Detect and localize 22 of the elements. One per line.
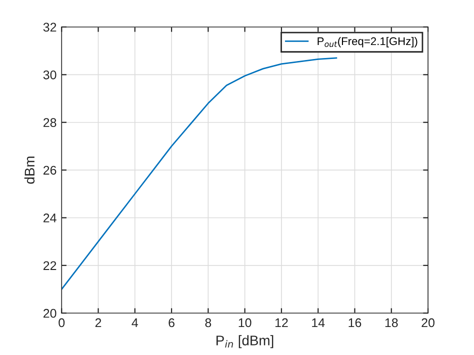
y-tick-label: 24 [43,214,56,222]
x-tick-label: 6 [168,318,174,328]
x-tick-label: 10 [238,318,252,328]
y-tick-label: 20 [43,308,56,318]
x-tick-label: 12 [275,318,288,328]
x-tick-label: 2 [95,318,102,328]
x-tick-label: 16 [348,318,362,328]
x-tick-label: 8 [205,318,212,328]
legend-label: P$_{out}$(Freq=2.1[GHz]) [318,36,418,48]
y-tick-label: 22 [43,261,56,270]
x-tick-label: 14 [312,318,325,328]
y-tick-label: 30 [43,70,56,80]
x-tick-label: 4 [132,318,138,328]
y-tick-label: 26 [43,166,56,175]
x-tick-label: 18 [385,318,398,328]
y-axis-title: dBm [24,156,35,184]
y-tick-label: 28 [43,118,56,128]
line-series [62,57,338,290]
y-tick-label: 32 [43,22,56,32]
x-tick-label: 20 [422,318,434,328]
x-tick-label: 0 [58,318,65,328]
x-axis-title: P$_{in}$ [dBm] [216,335,274,348]
